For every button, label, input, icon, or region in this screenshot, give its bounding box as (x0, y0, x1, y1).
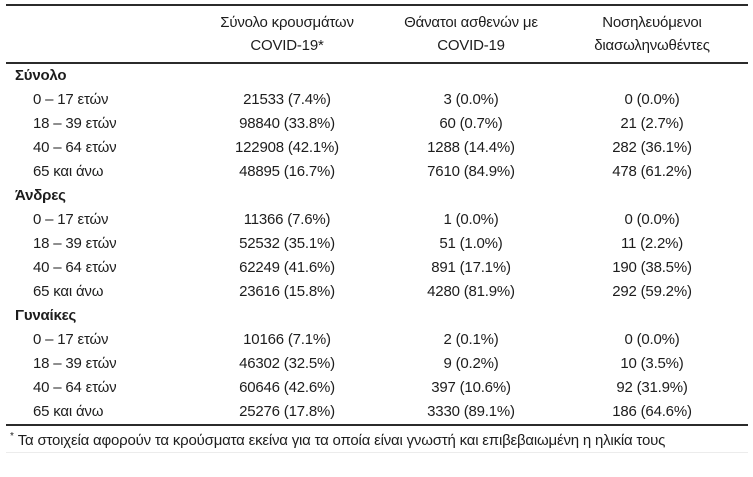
intubated-cell: 282 (36.1%) (612, 139, 692, 156)
age-group-label: 65 και άνω (33, 283, 104, 300)
intubated-cell: 292 (59.2%) (612, 283, 692, 300)
intubated-cell: 11 (2.2%) (620, 235, 684, 252)
deaths-cell: 3 (0.0%) (443, 91, 499, 108)
intubated-cell: 92 (31.9%) (616, 379, 688, 396)
table-top-rule (6, 4, 748, 6)
cases-cell: 52532 (35.1%) (239, 235, 335, 252)
table-row: 40 – 64 ετών 60646 (42.6%) 397 (10.6%) 92 (… (6, 376, 748, 400)
table-row: 65 και άνω 48895 (16.7%) 7610 (84.9%) 478 (… (6, 160, 748, 184)
footnote-asterisk-marker: * (10, 430, 14, 442)
deaths-cell: 1288 (14.4%) (427, 139, 515, 156)
column-header-line: Θάνατοι ασθενών με (404, 13, 538, 31)
intubated-cell: 190 (38.5%) (612, 259, 692, 276)
footnote-faint-rule (6, 451, 748, 453)
age-group-label: 0 – 17 ετών (33, 331, 109, 348)
cases-cell: 25276 (17.8%) (239, 403, 335, 420)
group-label: Γυναίκες (15, 307, 77, 324)
deaths-cell: 3330 (89.1%) (427, 403, 515, 420)
age-group-label: 40 – 64 ετών (33, 379, 117, 396)
deaths-cell: 891 (17.1%) (431, 259, 511, 276)
column-header-line: Νοσηλευόμενοι (602, 13, 702, 31)
group-header-row: Γυναίκες (6, 304, 748, 328)
group-label: Άνδρες (15, 187, 66, 204)
column-header-intubated: Νοσηλευόμενοι διασωληνωθέντες (556, 11, 748, 57)
age-group-label: 0 – 17 ετών (33, 91, 109, 108)
table-row: 65 και άνω 23616 (15.8%) 4280 (81.9%) 292 (… (6, 280, 748, 304)
table-bottom-rule (6, 423, 748, 426)
table-row: 18 – 39 ετών 46302 (32.5%) 9 (0.2%) 10 (3.5… (6, 352, 748, 376)
deaths-cell: 60 (0.7%) (439, 115, 503, 132)
intubated-cell: 21 (2.7%) (620, 115, 684, 132)
group-label: Σύνολο (15, 67, 67, 84)
cases-cell: 48895 (16.7%) (239, 163, 335, 180)
group-header-row: Άνδρες (6, 184, 748, 208)
column-header-line: Σύνολο κρουσμάτων (220, 13, 354, 31)
table-row: 18 – 39 ετών 52532 (35.1%) 51 (1.0%) 11 (2.… (6, 232, 748, 256)
table-row: 65 και άνω 25276 (17.8%) 3330 (89.1%) 186 (… (6, 400, 748, 424)
cases-cell: 46302 (32.5%) (239, 355, 335, 372)
intubated-cell: 10 (3.5%) (620, 355, 684, 372)
covid-age-statistics-table: Σύνολο κρουσμάτων COVID-19* Θάνατοι ασθε… (6, 4, 748, 453)
table-body: Σύνολο 0 – 17 ετών 21533 (7.4%) 3 (0.0%) 0 (… (6, 64, 748, 424)
column-header-line: COVID-19 (437, 36, 505, 54)
column-header-line: διασωληνωθέντες (594, 36, 710, 54)
cases-cell: 122908 (42.1%) (235, 139, 339, 156)
age-group-label: 18 – 39 ετών (33, 115, 117, 132)
column-header-total-cases: Σύνολο κρουσμάτων COVID-19* (188, 11, 386, 57)
cases-cell: 11366 (7.6%) (243, 211, 331, 228)
age-group-label: 18 – 39 ετών (33, 355, 117, 372)
intubated-cell: 0 (0.0%) (624, 211, 680, 228)
deaths-cell: 7610 (84.9%) (427, 163, 515, 180)
deaths-cell: 1 (0.0%) (443, 211, 499, 228)
age-group-label: 40 – 64 ετών (33, 259, 117, 276)
column-header-line: COVID-19* (250, 36, 324, 54)
intubated-cell: 478 (61.2%) (612, 163, 692, 180)
table-row: 18 – 39 ετών 98840 (33.8%) 60 (0.7%) 21 (2.… (6, 112, 748, 136)
table-row: 0 – 17 ετών 11366 (7.6%) 1 (0.0%) 0 (0.0%) (6, 208, 748, 232)
group-header-row: Σύνολο (6, 64, 748, 88)
header-divider-rule (6, 61, 748, 64)
column-header-deaths: Θάνατοι ασθενών με COVID-19 (386, 11, 556, 57)
age-group-label: 65 και άνω (33, 403, 104, 420)
intubated-cell: 0 (0.0%) (624, 91, 680, 108)
table-row: 0 – 17 ετών 10166 (7.1%) 2 (0.1%) 0 (0.0%) (6, 328, 748, 352)
cases-cell: 60646 (42.6%) (239, 379, 335, 396)
table-row: 40 – 64 ετών 62249 (41.6%) 891 (17.1%) 190 … (6, 256, 748, 280)
intubated-cell: 0 (0.0%) (624, 331, 680, 348)
deaths-cell: 4280 (81.9%) (427, 283, 515, 300)
cases-cell: 21533 (7.4%) (243, 91, 331, 108)
table-row: 40 – 64 ετών 122908 (42.1%) 1288 (14.4%) 28… (6, 136, 748, 160)
age-group-label: 65 και άνω (33, 163, 104, 180)
intubated-cell: 186 (64.6%) (612, 403, 692, 420)
cases-cell: 10166 (7.1%) (243, 331, 331, 348)
table-row: 0 – 17 ετών 21533 (7.4%) 3 (0.0%) 0 (0.0%) (6, 88, 748, 112)
cases-cell: 62249 (41.6%) (239, 259, 335, 276)
table-header-row: Σύνολο κρουσμάτων COVID-19* Θάνατοι ασθε… (6, 6, 748, 62)
table-footnote: * Τα στοιχεία αφορούν τα κρούσματα εκείνα… (6, 426, 748, 452)
age-group-label: 18 – 39 ετών (33, 235, 117, 252)
deaths-cell: 2 (0.1%) (443, 331, 499, 348)
cases-cell: 23616 (15.8%) (239, 283, 335, 300)
age-group-label: 40 – 64 ετών (33, 139, 117, 156)
deaths-cell: 397 (10.6%) (431, 379, 511, 396)
deaths-cell: 9 (0.2%) (443, 355, 499, 372)
footnote-text: Τα στοιχεία αφορούν τα κρούσματα εκείνα … (17, 431, 666, 449)
age-group-label: 0 – 17 ετών (33, 211, 109, 228)
deaths-cell: 51 (1.0%) (439, 235, 503, 252)
cases-cell: 98840 (33.8%) (239, 115, 335, 132)
